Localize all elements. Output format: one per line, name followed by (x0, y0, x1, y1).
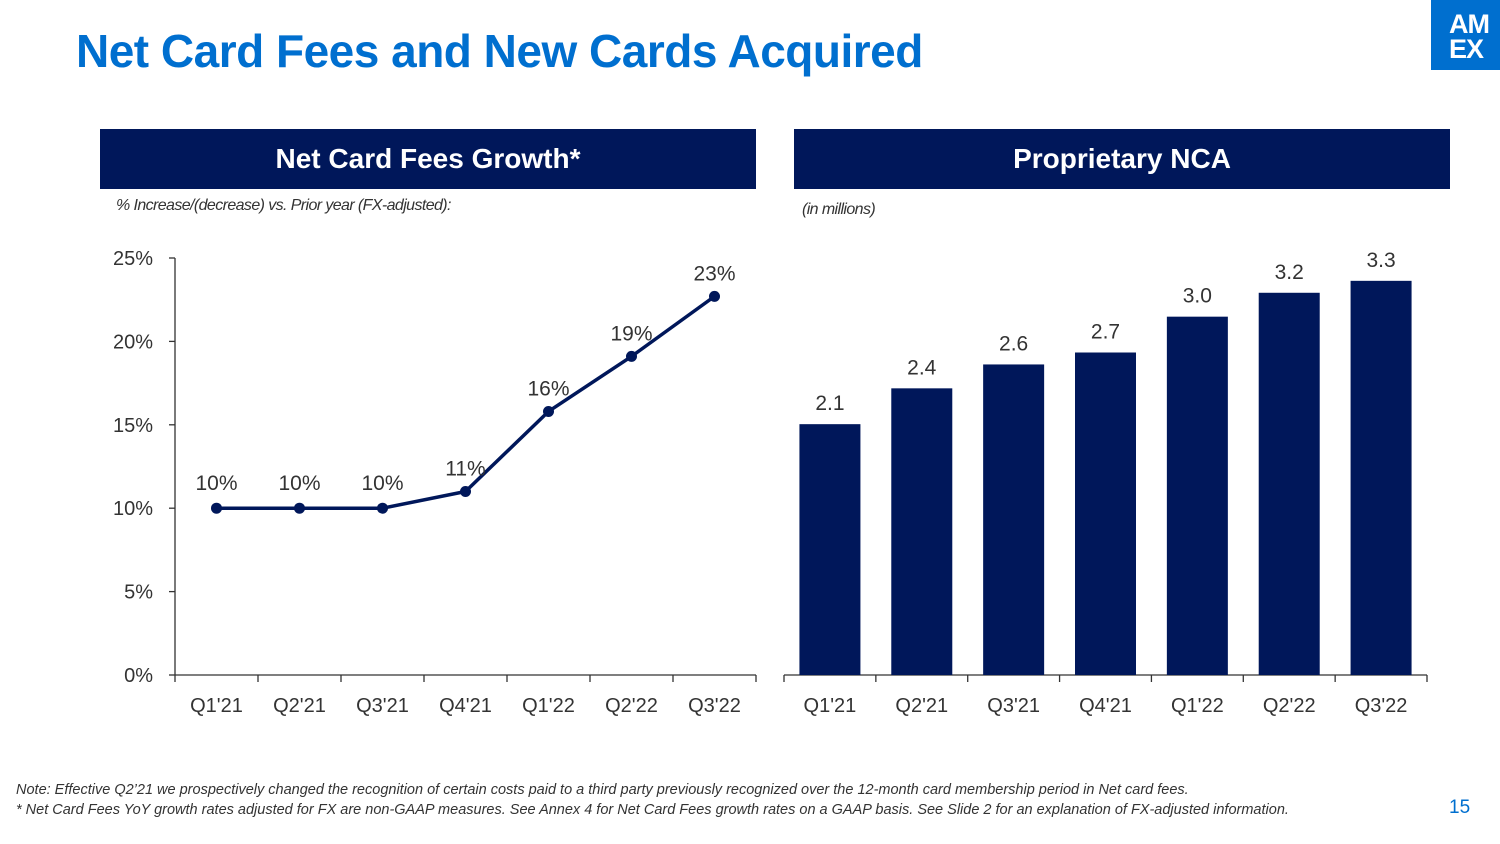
bar (1166, 316, 1228, 675)
line-data-label: 16% (527, 377, 569, 400)
bar (891, 388, 953, 675)
line-x-tick-label: Q1'22 (522, 695, 575, 717)
bar-data-label: 3.2 (1275, 261, 1304, 284)
bar-data-label: 2.7 (1091, 321, 1120, 344)
line-x-tick-label: Q1'21 (190, 695, 243, 717)
bar-data-label: 2.1 (815, 392, 844, 415)
line-data-label: 23% (693, 262, 735, 285)
line-x-tick-label: Q2'22 (605, 695, 658, 717)
line-y-tick-label: 0% (124, 665, 153, 687)
line-y-tick-label: 25% (113, 248, 153, 270)
line-y-tick-label: 15% (113, 415, 153, 437)
bar-x-tick-label: Q3'22 (1355, 695, 1408, 717)
line-x-tick-label: Q3'22 (688, 695, 741, 717)
right-panel-subtitle: (in millions) (802, 201, 876, 218)
page-number: 15 (1449, 797, 1471, 818)
line-x-tick-label: Q3'21 (356, 695, 409, 717)
line-point (709, 290, 720, 302)
bar-x-tick-label: Q1'21 (804, 695, 857, 717)
bar-data-label: 2.6 (999, 332, 1028, 355)
line-data-label: 10% (278, 472, 320, 495)
bar (799, 424, 861, 675)
line-point (626, 350, 637, 362)
line-point (294, 502, 305, 514)
page-title: Net Card Fees and New Cards Acquired (76, 25, 923, 77)
line-point (211, 502, 222, 514)
line-point (543, 405, 554, 417)
line-point (460, 486, 471, 498)
bar (983, 364, 1045, 675)
bar (1258, 292, 1320, 675)
bar-x-tick-label: Q4'21 (1079, 695, 1132, 717)
bar-data-label: 2.4 (907, 356, 937, 379)
right-panel-header: Proprietary NCA (794, 129, 1450, 189)
line-y-tick-label: 10% (113, 498, 153, 520)
line-point (377, 502, 388, 514)
bar-x-tick-label: Q2'22 (1263, 695, 1316, 717)
left-panel-subtitle: % Increase/(decrease) vs. Prior year (FX… (116, 197, 451, 214)
bar-x-tick-label: Q1'22 (1171, 695, 1224, 717)
footnote: Note: Effective Q2’21 we prospectively c… (16, 780, 1406, 820)
bar-data-label: 3.3 (1366, 249, 1395, 272)
footnote-line-2: * Net Card Fees YoY growth rates adjuste… (16, 802, 1289, 818)
line-y-tick-label: 5% (124, 582, 153, 604)
line-y-tick-label: 20% (113, 331, 153, 353)
bar (1075, 352, 1136, 675)
bar (1350, 280, 1412, 675)
logo-text-top: AM (1449, 9, 1490, 39)
line-data-label: 19% (610, 322, 652, 345)
left-panel-header: Net Card Fees Growth* (100, 129, 756, 189)
logo-text-bottom: EX (1449, 34, 1484, 64)
footnote-line-1: Note: Effective Q2’21 we prospectively c… (16, 782, 1189, 798)
bar-x-tick-label: Q3'21 (987, 695, 1040, 717)
line-data-label: 10% (361, 472, 403, 495)
bar-data-label: 3.0 (1183, 285, 1212, 308)
line-data-label: 10% (195, 472, 237, 495)
line-x-tick-label: Q4'21 (439, 695, 492, 717)
amex-logo: AM EX (1431, 0, 1500, 70)
bar-x-tick-label: Q2'21 (895, 695, 948, 717)
line-data-label: 11% (445, 458, 485, 481)
line-x-tick-label: Q2'21 (273, 695, 326, 717)
